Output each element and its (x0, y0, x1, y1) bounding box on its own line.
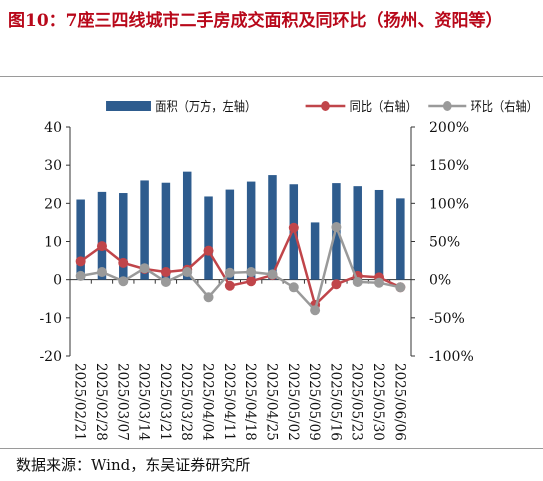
yoy-line (79, 224, 401, 308)
y-right-tick-label: -100% (429, 349, 474, 365)
y-right-tick-label: 150% (429, 158, 469, 174)
source-note: 数据来源：Wind，东吴证券研究所 (16, 456, 251, 474)
yoy-point (203, 245, 214, 256)
y-right-tick-label: 200% (429, 120, 469, 136)
x-tick-label: 2025/02/28 (93, 363, 109, 441)
yoy-point (246, 276, 257, 287)
axes: -20 -10 0 10 20 30 40 -100% -50% 0% 50% 100% 150% 200… (39, 120, 473, 365)
x-tick-label: 2025/02/21 (72, 363, 88, 441)
y-left-tick-label: 0 (53, 273, 62, 289)
legend-yoy-label: 同比（右轴） (350, 98, 417, 114)
x-tick-label: 2025/04/18 (242, 363, 258, 441)
y-left-tick-label: 30 (44, 158, 62, 174)
bar (140, 180, 149, 280)
x-tick-labels: 2025/02/21 2025/02/28 2025/03/07 2025/03/14… (72, 363, 408, 441)
x-tick-label: 2025/03/21 (157, 363, 173, 441)
mom-point (374, 277, 385, 288)
x-tick-label: 2025/04/11 (221, 363, 237, 441)
y-left-tick-label: 20 (44, 196, 62, 212)
bar (225, 189, 235, 280)
bar (353, 186, 362, 280)
bar (119, 193, 128, 280)
legend-mom-label: 环比（右轴） (471, 98, 538, 114)
mom-point (267, 269, 278, 280)
x-tick-label: 2025/04/25 (263, 363, 279, 441)
y-right-tick-label: 0% (429, 273, 451, 289)
bar (76, 199, 85, 280)
bar (246, 181, 256, 280)
x-tick-label: 2025/03/28 (178, 363, 194, 441)
yoy-point (118, 257, 129, 268)
y-right-tick-label: 100% (429, 196, 469, 212)
mom-line (80, 222, 401, 313)
legend-mom-marker (442, 101, 452, 111)
bar (97, 191, 107, 280)
legend-bar-swatch (106, 101, 151, 111)
bar (182, 171, 192, 280)
mom-point (352, 276, 363, 287)
mom-point (331, 221, 342, 232)
bar (396, 198, 405, 280)
y-left-tick-label: 10 (44, 235, 62, 251)
x-tick-label: 2025/05/16 (327, 363, 343, 441)
x-tick-label: 2025/03/14 (136, 363, 152, 441)
mom-point (160, 276, 171, 287)
x-tick-label: 2025/06/06 (391, 363, 407, 441)
y-left-tick-label: -10 (39, 311, 62, 327)
bottom-divider (0, 448, 543, 449)
bar (204, 196, 213, 280)
legend-yoy-marker (321, 101, 330, 111)
mom-point (118, 276, 129, 287)
line-series (75, 221, 406, 316)
mom-point (246, 267, 257, 278)
bar (310, 222, 320, 280)
yoy-point (160, 267, 171, 278)
bar (268, 175, 277, 280)
x-tick-label: 2025/04/04 (200, 363, 216, 441)
y-right-tick-label: 50% (429, 235, 460, 251)
mom-point (182, 267, 193, 278)
mom-point (96, 267, 107, 278)
yoy-point (331, 279, 342, 290)
bar (374, 189, 384, 280)
x-tick-label: 2025/03/07 (114, 363, 130, 441)
mom-point (75, 270, 86, 281)
bar (161, 182, 171, 280)
x-tick-label: 2025/05/02 (285, 363, 301, 441)
mom-point (395, 282, 406, 293)
y-right-tick-label: -50% (429, 311, 465, 327)
x-tick-label: 2025/05/09 (306, 363, 322, 441)
yoy-point (96, 241, 107, 252)
y-left-tick-label: -20 (39, 349, 62, 365)
legend: 面积（万方，左轴） 同比（右轴） 环比（右轴） (106, 98, 538, 114)
x-tick-label: 2025/05/30 (370, 363, 386, 441)
figure-title: 图10：7座三四线城市二手房成交面积及同环比（扬州、资阳等） (8, 11, 503, 31)
mom-point (310, 305, 321, 316)
yoy-point (224, 280, 235, 291)
y-left-tick-label: 40 (44, 120, 62, 136)
legend-bar-label: 面积（万方，左轴） (155, 98, 256, 114)
mom-point (139, 263, 150, 274)
mom-point (288, 282, 299, 293)
mom-point (203, 292, 214, 303)
top-divider (0, 76, 543, 77)
yoy-point (75, 256, 86, 267)
yoy-point (288, 222, 299, 233)
mom-point (224, 267, 235, 278)
x-tick-label: 2025/05/23 (349, 363, 365, 441)
